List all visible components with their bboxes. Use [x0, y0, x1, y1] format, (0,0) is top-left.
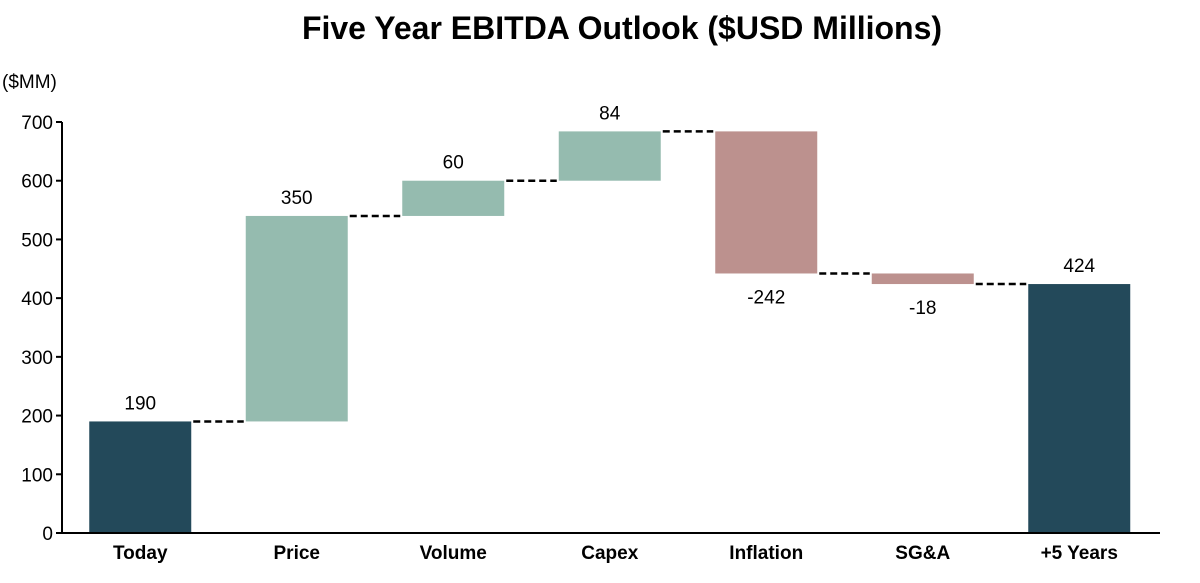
x-tick-label-price: Price [274, 543, 320, 564]
bar-today [89, 421, 192, 533]
y-tick-label-500: 500 [21, 230, 53, 251]
bar-volume [402, 180, 505, 216]
bars [89, 131, 1131, 533]
y-tick-label-600: 600 [21, 172, 53, 193]
y-tick-label-0: 0 [42, 524, 53, 545]
x-tick-label-today: Today [113, 543, 168, 564]
chart-title: Five Year EBITDA Outlook ($USD Millions) [301, 10, 943, 46]
y-tick-label-400: 400 [21, 289, 53, 310]
x-tick-label-capex: Capex [581, 543, 638, 564]
bar-5-years [1028, 284, 1131, 533]
data-label-5-years: 424 [1063, 256, 1095, 277]
data-label-today: 190 [124, 393, 156, 414]
y-tick-label-700: 700 [21, 113, 53, 134]
bar-sg-a [871, 273, 974, 285]
bar-price [245, 215, 348, 422]
bar-capex [558, 131, 661, 181]
connector-lines [193, 130, 1027, 423]
axes: Today Price Volume Capex Inflation SG&A +5 Yea… [21, 113, 1160, 564]
data-label-capex: 84 [599, 103, 621, 124]
bar-inflation [715, 131, 818, 274]
data-label-volume: 60 [443, 153, 464, 174]
y-axis-unit-label: ($MM) [2, 72, 57, 93]
x-tick-label-volume: Volume [420, 543, 487, 564]
y-tick-label-300: 300 [21, 348, 53, 369]
y-tick-label-200: 200 [21, 407, 53, 428]
x-tick-label-sg-a: SG&A [895, 543, 950, 564]
data-label-sg-a: -18 [909, 298, 936, 319]
data-label-inflation: -242 [747, 287, 785, 308]
x-tick-label-5-years: +5 Years [1041, 543, 1118, 564]
data-label-price: 350 [281, 188, 313, 209]
x-tick-label-inflation: Inflation [729, 543, 803, 564]
y-tick-label-100: 100 [21, 465, 53, 486]
data-labels: 190 350 60 84 -242 -18 424 [124, 103, 1095, 414]
